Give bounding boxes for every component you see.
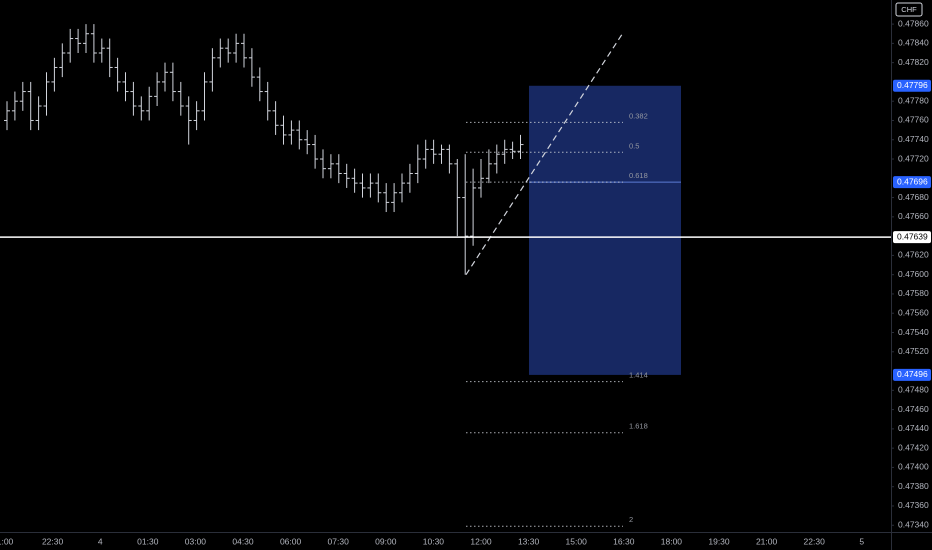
y-tick-label: 0.47780: [898, 95, 929, 105]
y-tick-label: 0.47460: [898, 404, 929, 414]
price-label-box: [893, 176, 931, 189]
x-tick-label: 15:00: [566, 536, 588, 546]
y-tick-label: 0.47580: [898, 288, 929, 298]
price-label: 0.47496: [897, 369, 928, 379]
y-tick-label: 0.47860: [898, 18, 929, 28]
y-tick-label: 0.47660: [898, 211, 929, 221]
x-tick-label: 09:00: [375, 536, 397, 546]
y-tick-label: 0.47440: [898, 423, 929, 433]
price-label: 0.47796: [897, 80, 928, 90]
x-tick-label: 06:00: [280, 536, 302, 546]
x-tick-label: 5: [859, 536, 864, 546]
y-tick-label: 0.47600: [898, 269, 929, 279]
y-tick-label: 0.47680: [898, 192, 929, 202]
x-tick-label: 18:00: [661, 536, 683, 546]
price-label: 0.47639: [897, 231, 928, 241]
x-tick-label: 21:00: [756, 536, 778, 546]
y-tick-label: 0.47760: [898, 115, 929, 125]
x-tick-label: 13:30: [518, 536, 540, 546]
fib-level-label: 1.414: [629, 371, 648, 380]
x-tick-label: 04:30: [232, 536, 254, 546]
fib-level-label: 0.5: [629, 141, 639, 150]
x-tick-label: 16:30: [613, 536, 635, 546]
price-label: 0.47696: [897, 176, 928, 186]
y-tick-label: 0.47840: [898, 38, 929, 48]
fib-level-label: 1.618: [629, 422, 648, 431]
fib-level-label: 0.618: [629, 171, 648, 180]
x-tick-label: 10:30: [423, 536, 445, 546]
trend-line: [465, 32, 624, 276]
fib-level-label: 0.382: [629, 111, 648, 120]
x-tick-label: 19:30: [708, 536, 730, 546]
y-tick-label: 0.47820: [898, 57, 929, 67]
y-tick-label: 0.47560: [898, 307, 929, 317]
y-tick-label: 0.47480: [898, 385, 929, 395]
y-tick-label: 0.47420: [898, 442, 929, 452]
y-tick-label: 0.47720: [898, 153, 929, 163]
y-tick-label: 0.47740: [898, 134, 929, 144]
x-tick-label: 01:30: [137, 536, 159, 546]
x-tick-label: 22:30: [804, 536, 826, 546]
currency-label: CHF: [901, 5, 917, 14]
price-label-box: [893, 231, 931, 244]
x-tick-label: 22:30: [42, 536, 64, 546]
price-label-box: [893, 79, 931, 92]
y-tick-label: 0.47360: [898, 500, 929, 510]
y-tick-label: 0.47620: [898, 250, 929, 260]
y-tick-label: 0.47400: [898, 462, 929, 472]
y-tick-label: 0.47340: [898, 520, 929, 530]
y-tick-label: 0.47380: [898, 481, 929, 491]
currency-badge[interactable]: [895, 2, 923, 17]
y-tick-label: 0.47520: [898, 346, 929, 356]
x-tick-label: 07:30: [328, 536, 350, 546]
price-label-box: [893, 368, 931, 381]
y-tick-label: 0.47540: [898, 327, 929, 337]
x-tick-label: 12:00: [470, 536, 492, 546]
fib-level-label: 2: [629, 515, 633, 524]
x-tick-label: 03:00: [185, 536, 207, 546]
x-tick-label: 4: [98, 536, 103, 546]
position-box: [529, 85, 681, 375]
x-tick-label: 1:00: [0, 536, 14, 546]
